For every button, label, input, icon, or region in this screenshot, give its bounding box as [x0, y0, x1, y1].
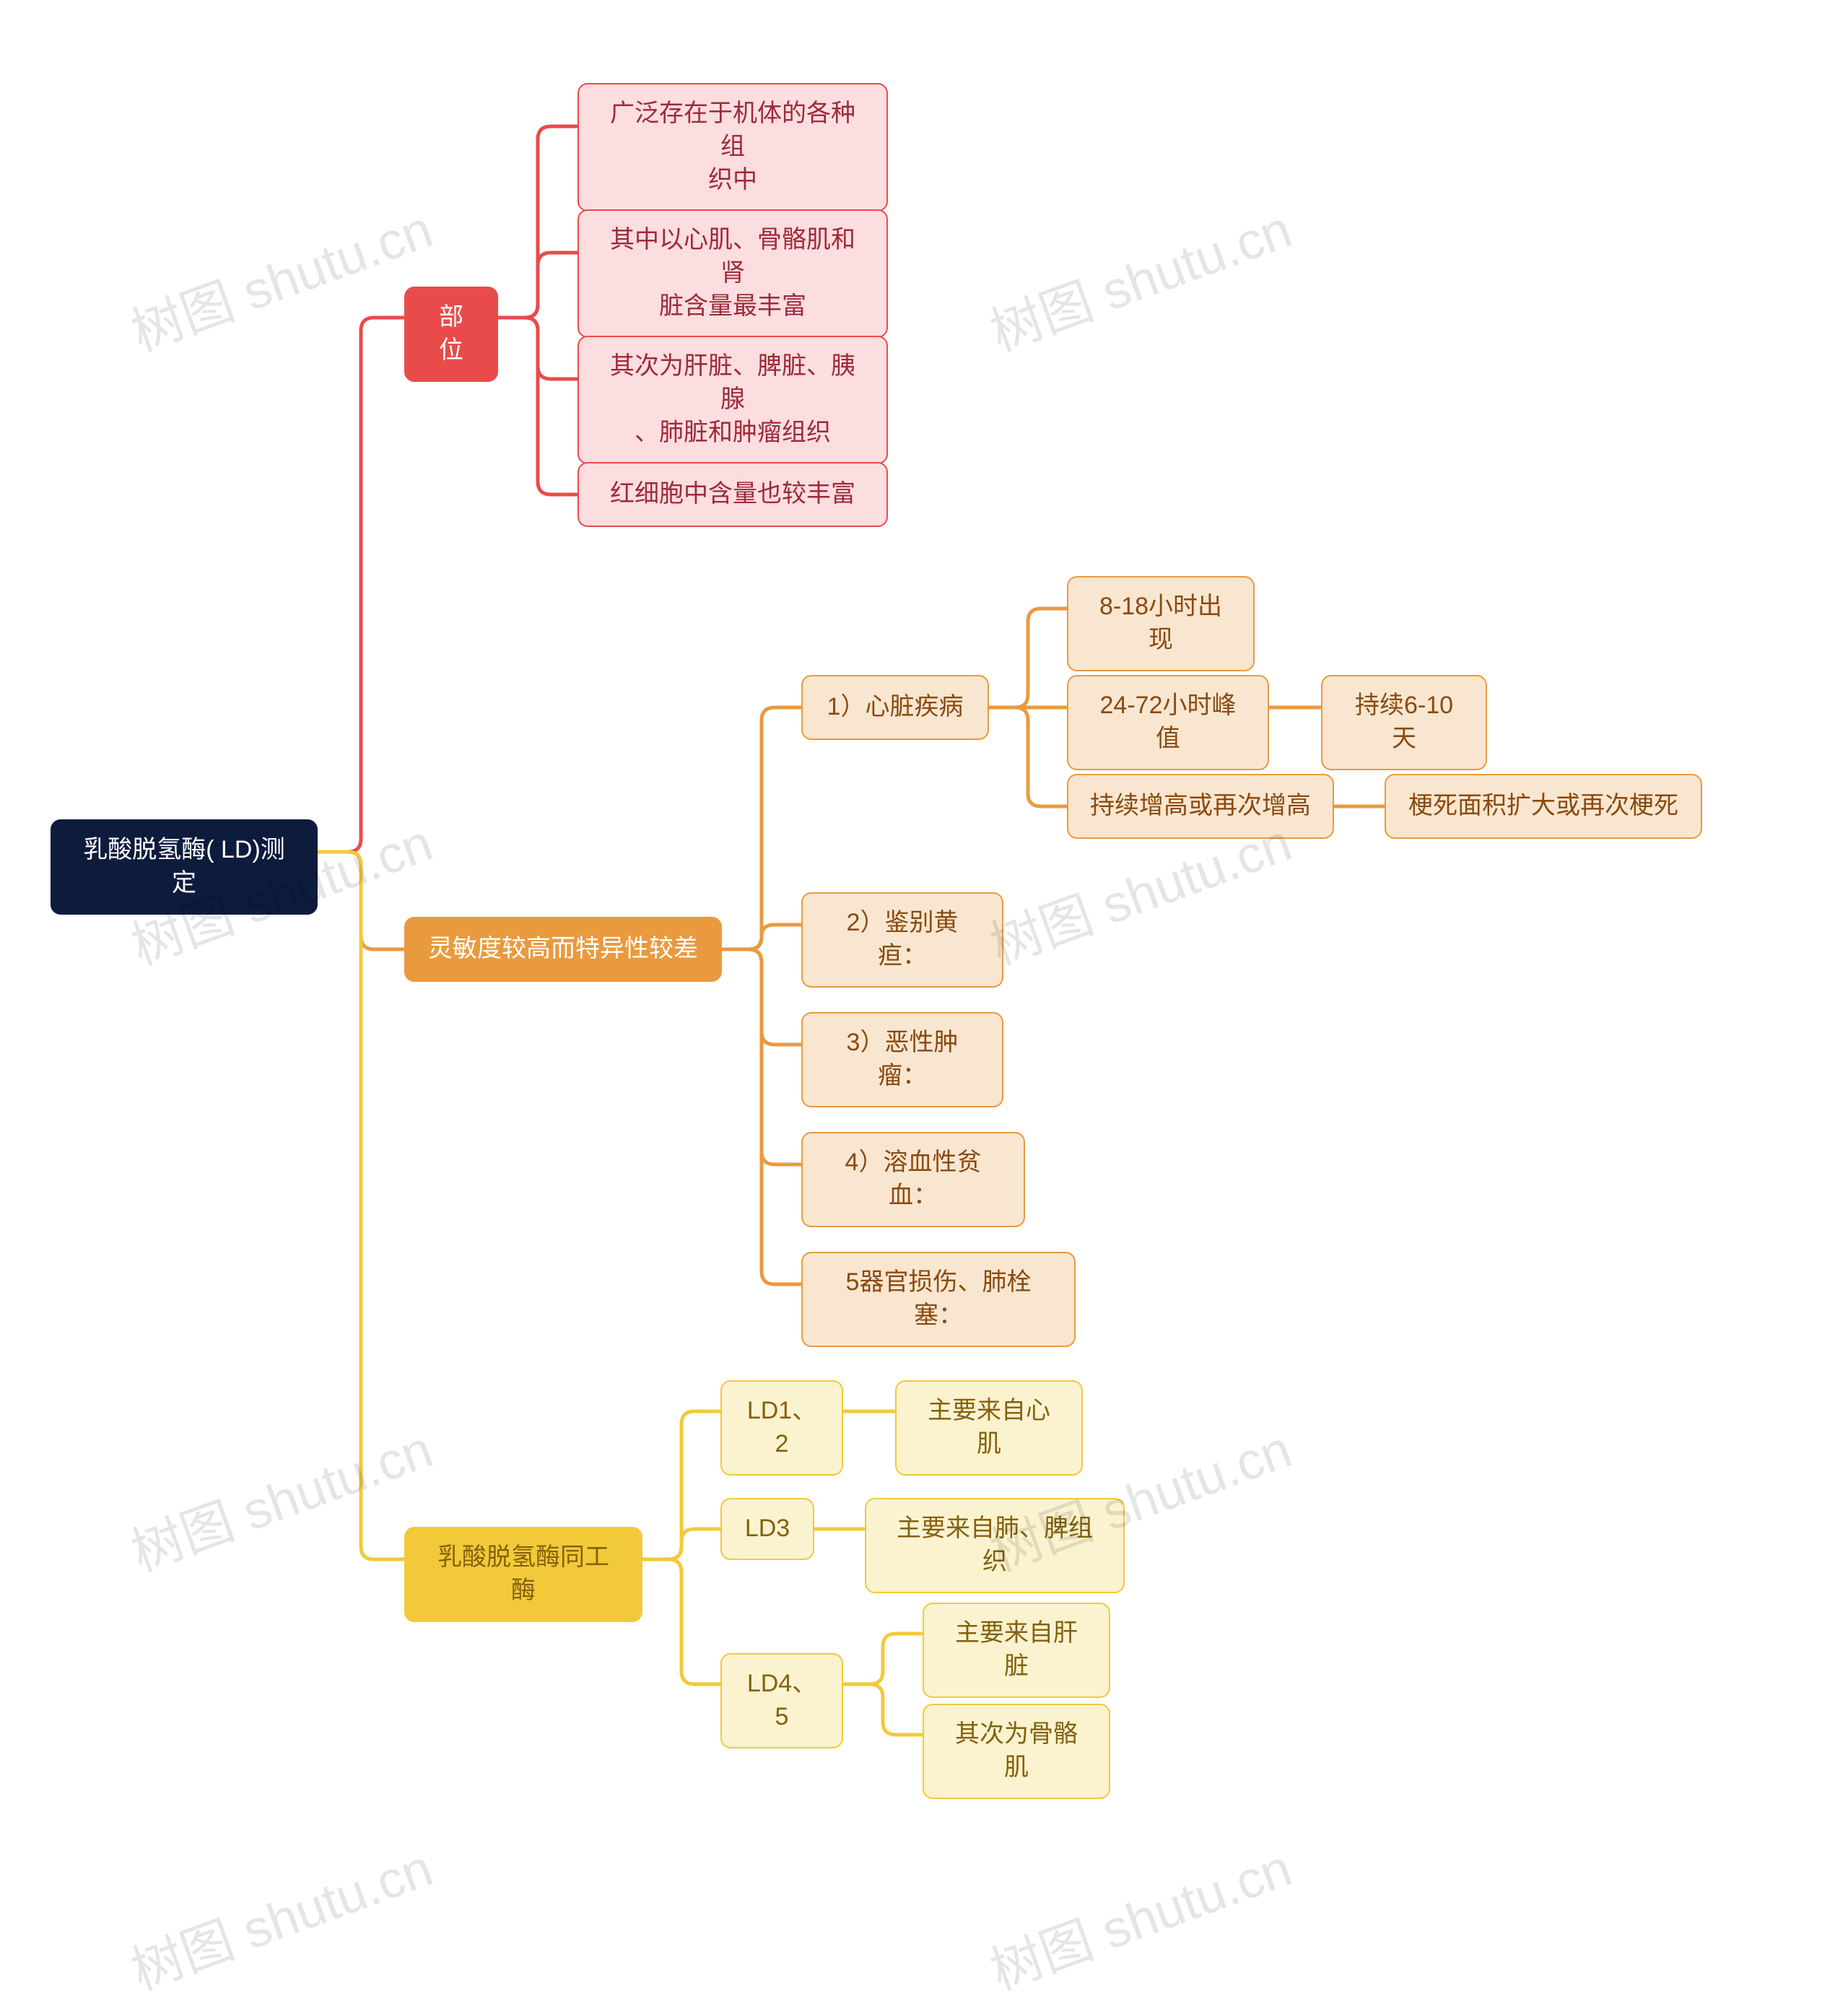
link-root-b2 [318, 852, 404, 949]
link-b2-b2d [722, 949, 801, 1164]
mindmap-node-b2a2a[interactable]: 持续6-10天 [1321, 675, 1487, 770]
mindmap-node-b3c[interactable]: LD4、5 [720, 1653, 843, 1748]
mindmap-node-b3a[interactable]: LD1、2 [720, 1380, 843, 1476]
watermark: 树图 shutu.cn [978, 1826, 1300, 2004]
link-root-b3 [318, 852, 404, 1559]
mindmap-node-b2d[interactable]: 4）溶血性贫血： [801, 1132, 1025, 1227]
mindmap-node-b2a[interactable]: 1）心脏疾病 [801, 675, 989, 740]
link-b3c-b3c1 [843, 1634, 923, 1684]
mindmap-node-b1[interactable]: 部位 [404, 287, 498, 382]
link-root-b1 [318, 318, 404, 852]
mindmap-node-b2a2[interactable]: 24-72小时峰值 [1067, 675, 1269, 770]
mindmap-node-b1d[interactable]: 红细胞中含量也较丰富 [578, 462, 888, 527]
watermark: 树图 shutu.cn [978, 187, 1300, 366]
link-b3-b3a [642, 1411, 720, 1559]
link-b1-b1c [498, 318, 578, 379]
link-b3-b3c [642, 1559, 720, 1684]
mindmap-node-b1c[interactable]: 其次为肝脏、脾脏、胰腺 、肺脏和肿瘤组织 [578, 336, 888, 464]
mindmap-node-b3c2[interactable]: 其次为骨骼肌 [923, 1704, 1110, 1799]
mindmap-node-b2e[interactable]: 5器官损伤、肺栓塞： [801, 1252, 1076, 1347]
mindmap-canvas: { "canvas": { "width": 2560, "height": 2… [0, 0, 1848, 1889]
mindmap-node-b2[interactable]: 灵敏度较高而特异性较差 [404, 917, 722, 982]
mindmap-node-b2b[interactable]: 2）鉴别黄疸： [801, 892, 1003, 988]
link-b1-b1b [498, 253, 578, 318]
link-b3-b3b [642, 1529, 720, 1559]
mindmap-node-b1a[interactable]: 广泛存在于机体的各种组 织中 [578, 83, 888, 212]
link-b1-b1d [498, 318, 578, 495]
link-b3c-b3c2 [843, 1684, 923, 1735]
mindmap-node-b1b[interactable]: 其中以心肌、骨骼肌和肾 脏含量最丰富 [578, 209, 888, 338]
mindmap-node-root[interactable]: 乳酸脱氢酶( LD)测定 [51, 819, 318, 915]
mindmap-node-b3b[interactable]: LD3 [720, 1498, 814, 1560]
mindmap-node-b2a3[interactable]: 持续增高或再次增高 [1067, 774, 1334, 839]
mindmap-node-b3c1[interactable]: 主要来自肝脏 [923, 1603, 1110, 1698]
link-b2a-b2a3 [989, 707, 1067, 806]
watermark: 树图 shutu.cn [119, 1407, 441, 1586]
watermark: 树图 shutu.cn [119, 187, 441, 366]
link-b2-b2b [722, 925, 801, 949]
mindmap-node-b3[interactable]: 乳酸脱氢酶同工酶 [404, 1527, 642, 1622]
link-b1-b1a [498, 126, 578, 318]
link-b2-b2a [722, 707, 801, 949]
link-b2-b2c [722, 949, 801, 1045]
mindmap-node-b2a3a[interactable]: 梗死面积扩大或再次梗死 [1385, 774, 1702, 839]
mindmap-node-b3b1[interactable]: 主要来自肺、脾组织 [865, 1498, 1125, 1593]
mindmap-node-b2a1[interactable]: 8-18小时出现 [1067, 576, 1255, 671]
watermark: 树图 shutu.cn [119, 1826, 441, 2004]
mindmap-node-b2c[interactable]: 3）恶性肿瘤： [801, 1012, 1003, 1107]
link-b2a-b2a1 [989, 609, 1067, 707]
mindmap-node-b3a1[interactable]: 主要来自心肌 [895, 1380, 1083, 1476]
link-b2-b2e [722, 949, 801, 1284]
